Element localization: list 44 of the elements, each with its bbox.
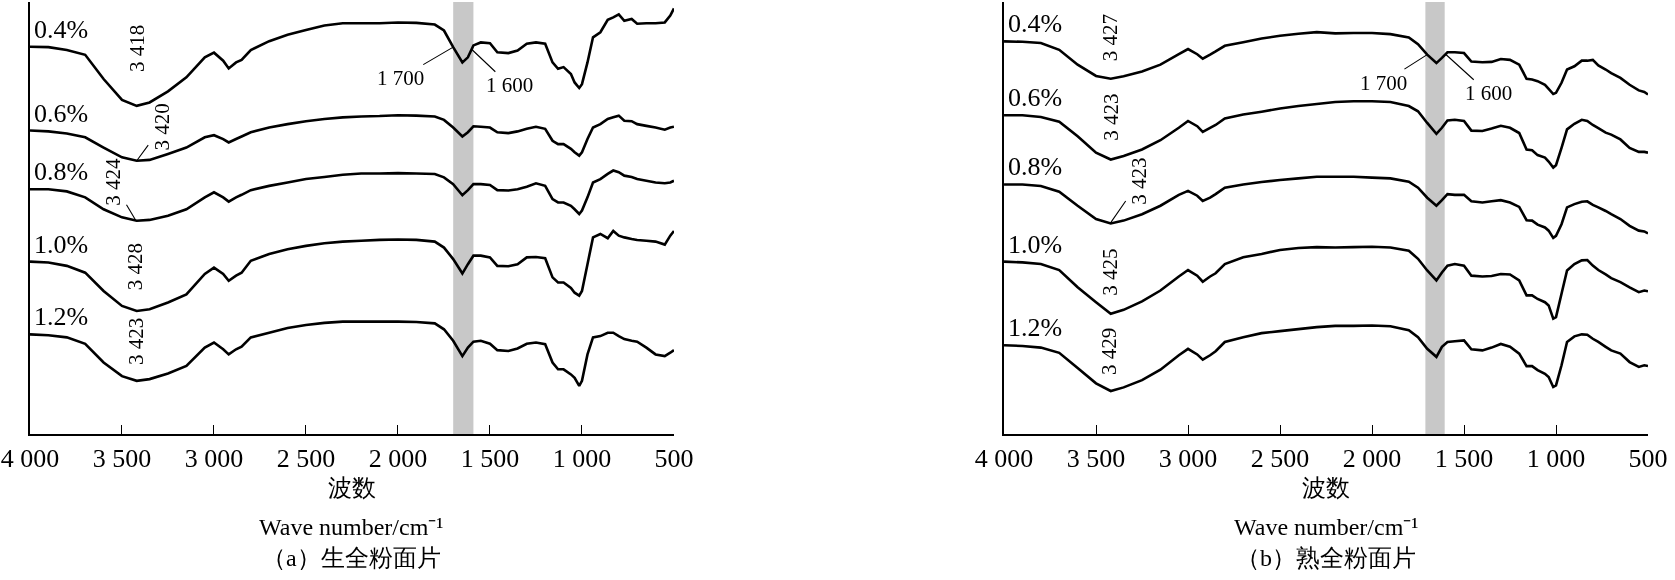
annotation: 1 700 <box>1360 71 1408 95</box>
annotation: 3 423 <box>1126 157 1151 205</box>
x-axis-title: 波数 Wave number/cm⁻¹ <box>1234 475 1419 540</box>
annotation: 3 428 <box>123 242 148 291</box>
x-tick-label: 500 <box>1628 444 1668 473</box>
series-label: 1.2% <box>34 302 89 331</box>
x-tick-label: 3 000 <box>1158 444 1218 473</box>
x-tick-label: 1 500 <box>460 444 520 473</box>
annotation: 3 420 <box>149 103 174 151</box>
x-tick-label: 4 000 <box>0 444 60 473</box>
annotation: 3 425 <box>1097 248 1122 296</box>
series-label: 0.6% <box>1008 83 1063 112</box>
x-tick-label: 2 000 <box>368 444 428 473</box>
series-label: 0.8% <box>34 157 89 186</box>
x-tick-label: 2 500 <box>1250 444 1310 473</box>
x-tick-label: 500 <box>654 444 694 473</box>
annotation: 1 700 <box>377 66 425 90</box>
annotation: 3 427 <box>1097 13 1122 62</box>
text: （a）生全粉面片 <box>262 545 441 571</box>
x-tick-label: 3 000 <box>184 444 244 473</box>
series-label: 0.6% <box>34 99 89 128</box>
annotation: 3 429 <box>1097 327 1122 376</box>
series-label: 1.2% <box>1008 313 1063 342</box>
series-label: 0.8% <box>1008 152 1063 181</box>
annotation: 3 423 <box>1098 93 1123 141</box>
x-axis-title: 波数 Wave number/cm⁻¹ <box>259 475 444 540</box>
annotation: 3 418 <box>125 24 150 72</box>
x-tick-label: 3 500 <box>1066 444 1126 473</box>
x-tick-label: 1 500 <box>1434 444 1494 473</box>
x-tick-label: 3 500 <box>92 444 152 473</box>
x-tick-label: 2 500 <box>276 444 336 473</box>
x-tick-label: 4 000 <box>974 444 1034 473</box>
annotation: 1 600 <box>1465 81 1513 105</box>
annotation: 3 423 <box>124 317 149 365</box>
text: （b）熟全粉面片 <box>1236 545 1416 571</box>
annotation: 3 424 <box>101 158 126 206</box>
annotation: 1 600 <box>486 73 534 97</box>
series-label: 1.0% <box>34 230 89 259</box>
series-label: 0.4% <box>34 15 89 44</box>
x-tick-label: 1 000 <box>552 444 612 473</box>
series-label: 1.0% <box>1008 230 1063 259</box>
x-tick-label: 1 000 <box>1526 444 1586 473</box>
series-label: 0.4% <box>1008 9 1063 38</box>
x-tick-label: 2 000 <box>1342 444 1402 473</box>
